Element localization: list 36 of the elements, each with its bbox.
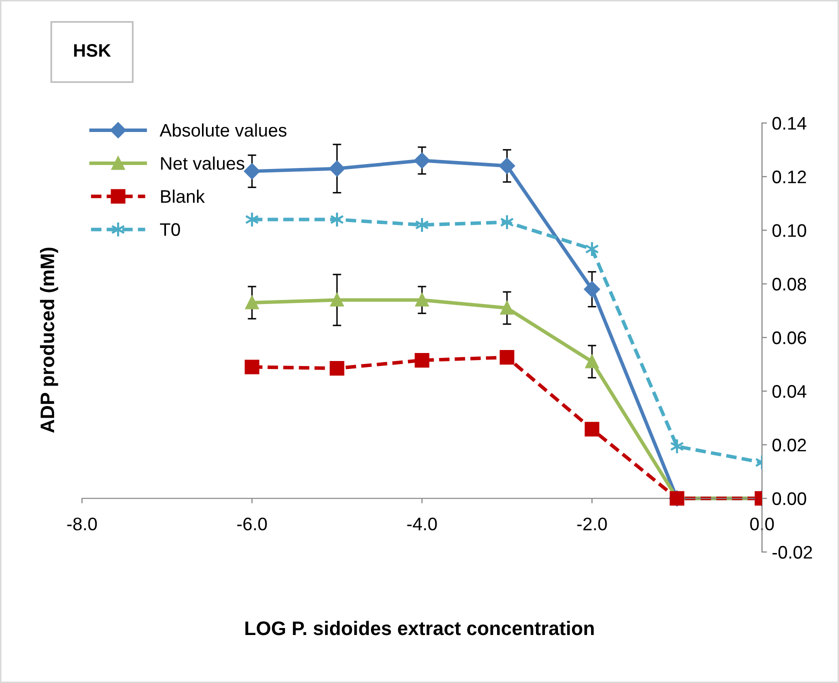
y-tick-label: 0.00 — [772, 492, 806, 506]
point — [584, 422, 600, 436]
point — [329, 160, 345, 176]
legend-label: Blank — [161, 190, 205, 203]
point — [414, 152, 430, 168]
y-axis-title: ADP produced (mM) — [40, 248, 58, 433]
point — [585, 355, 599, 368]
point — [500, 301, 514, 315]
point — [245, 296, 259, 310]
legend-label: Absolute values — [160, 123, 286, 137]
x-tick-label: -4.0 — [407, 518, 437, 530]
x-tick-label: -6.0 — [237, 518, 267, 530]
x-tick-label: -2.0 — [577, 518, 607, 530]
point — [330, 293, 344, 307]
point — [414, 352, 430, 368]
y-tick-label: -0.02 — [772, 546, 812, 559]
point — [584, 281, 600, 298]
y-tick-label: 0.02 — [772, 438, 806, 452]
text: HSK — [74, 44, 111, 57]
x-tick-label: 0.0 — [750, 518, 774, 530]
y-tick-label: 0.08 — [772, 278, 806, 291]
y-tick-label: 0.04 — [772, 385, 806, 398]
y-tick-label: 0.14 — [772, 116, 806, 130]
legend-label: T0 — [160, 223, 180, 236]
legend-label: Net values — [161, 156, 244, 170]
y-tick-label: 0.12 — [772, 170, 806, 184]
point — [499, 158, 515, 174]
point — [330, 361, 344, 376]
point — [500, 350, 514, 365]
point — [415, 293, 429, 307]
y-tick-label: 0.10 — [772, 224, 806, 237]
x-axis-title: LOG P. sidoides extract concentration — [245, 620, 594, 636]
point — [244, 163, 260, 180]
y-tick-label: 0.06 — [772, 331, 806, 344]
point — [244, 360, 260, 374]
x-tick-label: -8.0 — [67, 518, 97, 530]
